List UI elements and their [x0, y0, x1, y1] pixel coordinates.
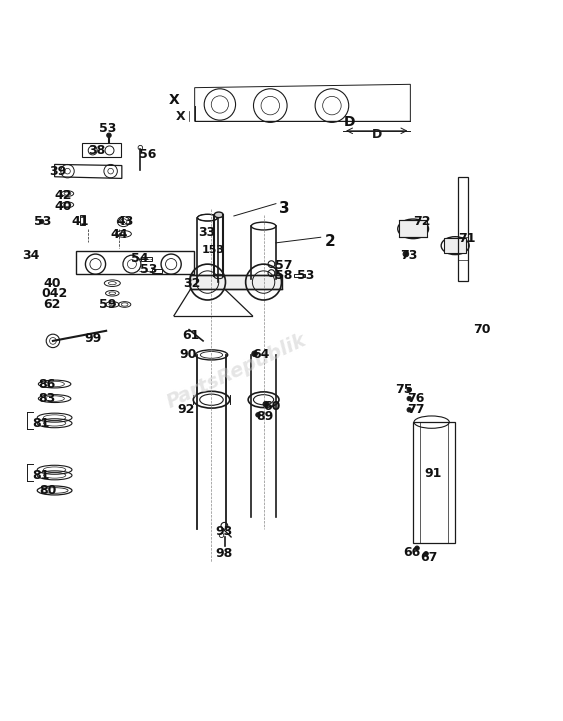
Bar [141, 257, 151, 261]
Text: 81: 81 [32, 469, 50, 482]
Text: 99: 99 [84, 332, 101, 345]
Text: 58: 58 [275, 269, 292, 282]
Circle shape [407, 407, 412, 412]
Text: 83: 83 [38, 392, 55, 405]
Text: 93: 93 [216, 525, 233, 538]
Text: 43: 43 [116, 215, 133, 228]
Circle shape [39, 219, 44, 224]
Text: D: D [372, 128, 382, 141]
Text: 153: 153 [202, 244, 225, 255]
Circle shape [407, 387, 412, 392]
Text: 44: 44 [111, 228, 128, 241]
Text: 56: 56 [138, 148, 156, 161]
Circle shape [107, 133, 111, 138]
Text: 32: 32 [184, 277, 201, 290]
Bar [190, 275, 282, 289]
Text: 80: 80 [39, 484, 57, 497]
Text: 71: 71 [458, 232, 476, 245]
Circle shape [415, 546, 419, 550]
Bar [80, 215, 86, 225]
Text: 3: 3 [279, 200, 289, 216]
Text: X: X [176, 110, 185, 123]
Text: 53: 53 [297, 269, 315, 282]
Text: 76: 76 [408, 392, 425, 405]
Circle shape [256, 412, 260, 417]
Text: 40: 40 [43, 277, 61, 290]
Text: 59: 59 [100, 298, 117, 311]
Bar [82, 143, 120, 157]
Ellipse shape [215, 212, 224, 218]
Text: 2: 2 [325, 234, 336, 249]
Text: 75: 75 [395, 383, 412, 396]
Text: 60: 60 [263, 400, 281, 413]
Circle shape [403, 251, 409, 257]
Text: 39: 39 [49, 164, 66, 177]
Text: 042: 042 [42, 287, 68, 300]
Text: 66: 66 [404, 546, 421, 559]
Text: 53: 53 [34, 215, 51, 228]
Text: X: X [168, 93, 179, 107]
Text: 61: 61 [182, 329, 199, 342]
Bar [151, 269, 162, 273]
Bar [413, 422, 455, 543]
Bar [444, 239, 466, 253]
Text: 53: 53 [100, 122, 117, 135]
Bar [458, 177, 468, 281]
Text: 64: 64 [252, 348, 270, 361]
Text: 53: 53 [140, 263, 158, 276]
Text: 34: 34 [23, 249, 40, 262]
Text: 70: 70 [473, 323, 490, 336]
Bar [399, 221, 427, 237]
Circle shape [424, 552, 428, 556]
Text: 91: 91 [425, 467, 442, 480]
Text: 98: 98 [216, 547, 233, 560]
Text: 81: 81 [32, 417, 50, 430]
Text: 92: 92 [178, 403, 195, 416]
Circle shape [407, 397, 412, 401]
Text: 89: 89 [256, 410, 274, 423]
Text: 40: 40 [55, 200, 72, 213]
Text: 86: 86 [38, 378, 55, 391]
Text: 38: 38 [88, 144, 105, 157]
Bar [76, 251, 194, 274]
Text: 67: 67 [421, 551, 438, 565]
Text: 54: 54 [131, 252, 149, 265]
Text: 90: 90 [180, 348, 197, 361]
Text: 62: 62 [43, 298, 61, 311]
Bar [294, 274, 305, 277]
Circle shape [252, 351, 257, 357]
Text: 41: 41 [72, 215, 89, 228]
Text: PartsRepublik: PartsRepublik [164, 331, 310, 412]
Text: 57: 57 [275, 259, 292, 272]
Text: 72: 72 [413, 215, 431, 228]
Text: 33: 33 [199, 226, 216, 239]
Text: 73: 73 [400, 249, 418, 262]
Circle shape [263, 402, 269, 407]
Text: 77: 77 [408, 403, 425, 416]
Text: D: D [344, 115, 356, 129]
Text: 42: 42 [55, 189, 72, 202]
